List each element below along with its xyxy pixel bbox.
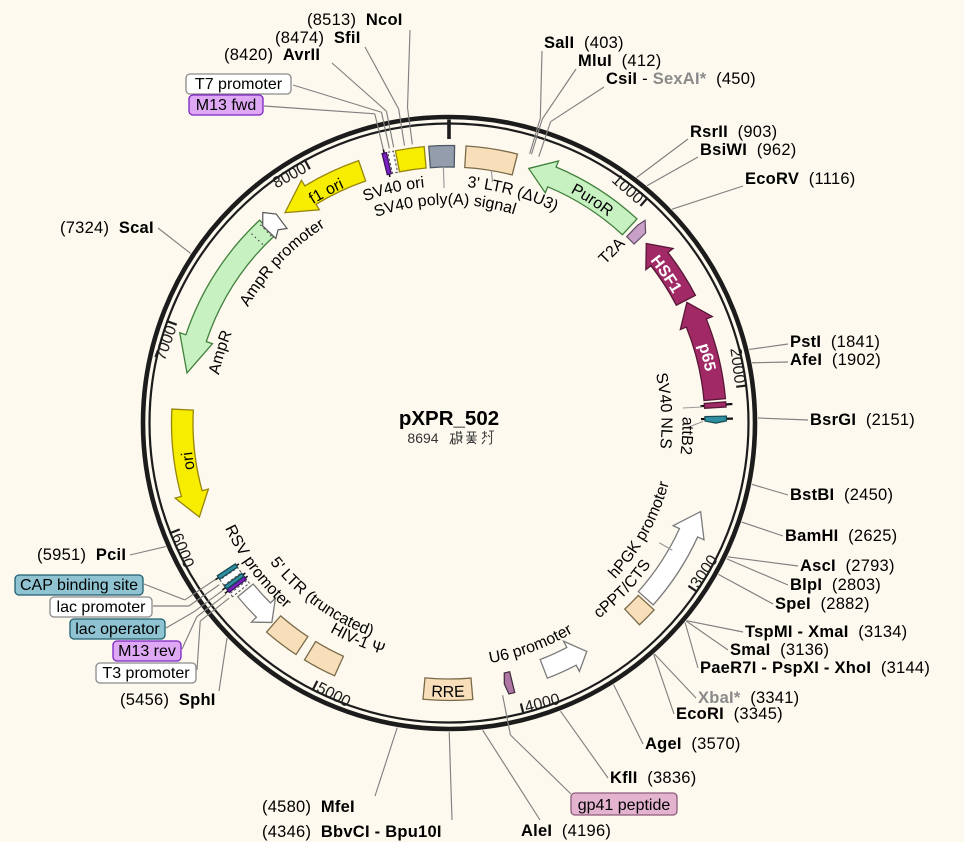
svg-text:8694: 8694 <box>407 430 438 446</box>
svg-text:(8474) SfiI: (8474) SfiI <box>275 29 361 47</box>
svg-text:PaeR7I - PspXI - XhoI (3144): PaeR7I - PspXI - XhoI (3144) <box>700 659 930 677</box>
svg-text:AgeI (3570): AgeI (3570) <box>645 735 741 753</box>
svg-text:ori: ori <box>179 451 198 471</box>
svg-text:AleI (4196): AleI (4196) <box>521 822 611 840</box>
svg-text:XbaI* (3341): XbaI* (3341) <box>698 689 799 707</box>
svg-text:T7 promoter: T7 promoter <box>195 76 283 93</box>
svg-text:M13 fwd: M13 fwd <box>196 97 256 114</box>
svg-text:(4580) MfeI: (4580) MfeI <box>262 798 355 816</box>
svg-text:BlpI (2803): BlpI (2803) <box>790 576 881 594</box>
svg-text:(8420) AvrII: (8420) AvrII <box>224 46 320 64</box>
svg-text:EcoRV (1116): EcoRV (1116) <box>745 170 856 188</box>
svg-text:AscI (2793): AscI (2793) <box>800 557 895 575</box>
svg-text:TspMI - XmaI (3134): TspMI - XmaI (3134) <box>745 623 907 641</box>
svg-text:BsiWI (962): BsiWI (962) <box>700 141 797 159</box>
svg-text:M13 rev: M13 rev <box>118 643 176 660</box>
svg-text:BsrGI (2151): BsrGI (2151) <box>810 411 915 429</box>
svg-text:(5951) PciI: (5951) PciI <box>37 546 126 564</box>
svg-text:gp41 peptide: gp41 peptide <box>578 797 671 814</box>
svg-text:(4346) BbvCI - Bpu10I: (4346) BbvCI - Bpu10I <box>262 823 442 841</box>
svg-text:SpeI (2882): SpeI (2882) <box>775 595 870 613</box>
svg-text:pXPR_502: pXPR_502 <box>399 407 499 430</box>
svg-text:lac operator: lac operator <box>75 621 160 638</box>
svg-text:BamHI (2625): BamHI (2625) <box>785 527 897 545</box>
svg-text:KflI (3836): KflI (3836) <box>610 769 696 787</box>
svg-text:CsiI - SexAI* (450): CsiI - SexAI* (450) <box>606 70 756 88</box>
svg-text:p65: p65 <box>695 341 718 372</box>
svg-text:AfeI (1902): AfeI (1902) <box>790 351 881 369</box>
svg-text:CAP binding site: CAP binding site <box>20 577 138 594</box>
svg-text:T3 promoter: T3 promoter <box>102 665 190 682</box>
svg-text:attB2: attB2 <box>676 417 695 456</box>
svg-text:RRE: RRE <box>431 683 465 701</box>
svg-text:(7324) ScaI: (7324) ScaI <box>60 219 154 237</box>
svg-text:(8513) NcoI: (8513) NcoI <box>307 11 403 29</box>
svg-text:2000: 2000 <box>726 347 747 385</box>
svg-text:SmaI (3136): SmaI (3136) <box>730 641 829 659</box>
svg-text:lac promoter: lac promoter <box>57 599 147 616</box>
svg-text:SalI (403): SalI (403) <box>544 34 624 52</box>
svg-text:SV40 NLS: SV40 NLS <box>652 371 675 449</box>
svg-text:(5456) SphI: (5456) SphI <box>120 691 216 709</box>
svg-text:RsrII (903): RsrII (903) <box>690 123 777 141</box>
svg-text:BstBI (2450): BstBI (2450) <box>790 486 893 504</box>
svg-text:MluI (412): MluI (412) <box>578 52 661 70</box>
svg-text:PstI (1841): PstI (1841) <box>790 333 880 351</box>
svg-text:EcoRI (3345): EcoRI (3345) <box>676 705 783 723</box>
